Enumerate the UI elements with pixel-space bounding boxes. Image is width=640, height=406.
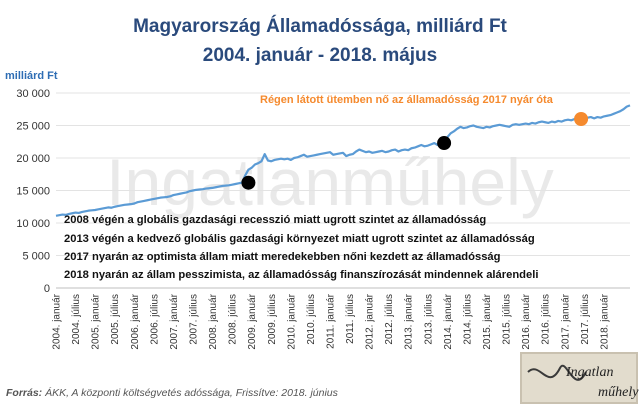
- x-tick-label: 2016. július: [541, 294, 552, 345]
- x-tick-labels: 2004. január 2004. július 2005. január 2005…: [52, 293, 611, 349]
- x-tick-label: 2009. július: [267, 294, 278, 345]
- x-tick-label: 2005. január: [91, 293, 102, 349]
- logo-line1: Ingatlan: [565, 365, 613, 380]
- chart-subtitle: 2004. január - 2018. május: [203, 45, 437, 66]
- y-tick-label: 0: [44, 283, 50, 295]
- logo-line2: műhely: [598, 385, 639, 400]
- x-tick-label: 2004. július: [71, 294, 82, 345]
- x-tick-label: 2008. január: [208, 293, 219, 349]
- x-tick-label: 2008. július: [228, 294, 239, 345]
- x-tick-label: 2015. július: [502, 294, 513, 345]
- note-2017: 2017 nyarán az optimista állam miatt mer…: [64, 251, 501, 263]
- x-tick-label: 2006. január: [130, 293, 141, 349]
- x-tick-label: 2009. január: [247, 293, 258, 349]
- series-line: [55, 104, 631, 217]
- logo: Ingatlan műhely: [520, 352, 639, 404]
- source-label: Forrás:: [6, 387, 42, 399]
- y-tick-label: 5 000: [22, 251, 50, 263]
- x-tick-label: 2011. július: [345, 294, 356, 344]
- x-tick-label: 2012. január: [365, 293, 376, 349]
- note-2008: 2008 végén a globális gazdasági recesszi…: [64, 214, 486, 226]
- y-tick-label: 20 000: [16, 153, 50, 165]
- x-tick-label: 2014. január: [443, 293, 454, 349]
- annotation-orange: Régen látott ütemben nő az államadósság …: [260, 94, 554, 106]
- y-tick-label: 30 000: [16, 88, 50, 100]
- x-tick-label: 2013. január: [404, 293, 415, 349]
- x-tick-label: 2004. január: [52, 293, 63, 349]
- source-detail: ÁKK, A központi költségvetés adóssága, F…: [42, 386, 338, 399]
- x-tick-label: 2011. január: [325, 293, 336, 349]
- y-tick-label: 15 000: [16, 186, 50, 198]
- x-tick-label: 2007. január: [169, 293, 180, 349]
- grid-lines: [56, 92, 630, 289]
- markers: [241, 112, 589, 190]
- source-text: Forrás: ÁKK, A központi költségvetés adó…: [6, 386, 339, 399]
- marker-point: [574, 112, 589, 126]
- x-tick-label: 2010. július: [306, 294, 317, 345]
- y-tick-label: 25 000: [16, 121, 50, 133]
- note-2013: 2013 végén a kedvező globális gazdasági …: [64, 233, 535, 245]
- x-tick-label: 2014. július: [462, 294, 473, 345]
- y-axis-label: milliárd Ft: [5, 70, 58, 82]
- x-tick-label: 2005. július: [110, 294, 121, 345]
- x-tick-label: 2015. január: [482, 293, 493, 349]
- y-tick-label: 10 000: [16, 218, 50, 230]
- x-tick-label: 2012. július: [384, 294, 395, 345]
- x-tick-label: 2013. július: [423, 294, 434, 345]
- x-tick-label: 2018. január: [599, 293, 610, 349]
- marker-point: [241, 175, 256, 190]
- watermark: Ingatlanműhely: [106, 145, 554, 219]
- x-tick-label: 2016. január: [521, 293, 532, 349]
- x-tick-label: 2017. január: [560, 293, 571, 349]
- marker-point: [437, 136, 452, 151]
- x-tick-label: 2017. július: [580, 294, 591, 345]
- y-tick-labels: 0 5 000 10 000 15 000 20 000 25 000 30 000: [16, 88, 50, 295]
- chart-title: Magyarország Államadóssága, milliárd Ft: [133, 15, 507, 37]
- note-2018: 2018 nyarán az állam pesszimista, az áll…: [64, 269, 538, 281]
- x-tick-label: 2007. július: [188, 294, 199, 345]
- x-tick-label: 2010. január: [286, 293, 297, 349]
- x-tick-label: 2006. július: [149, 294, 160, 345]
